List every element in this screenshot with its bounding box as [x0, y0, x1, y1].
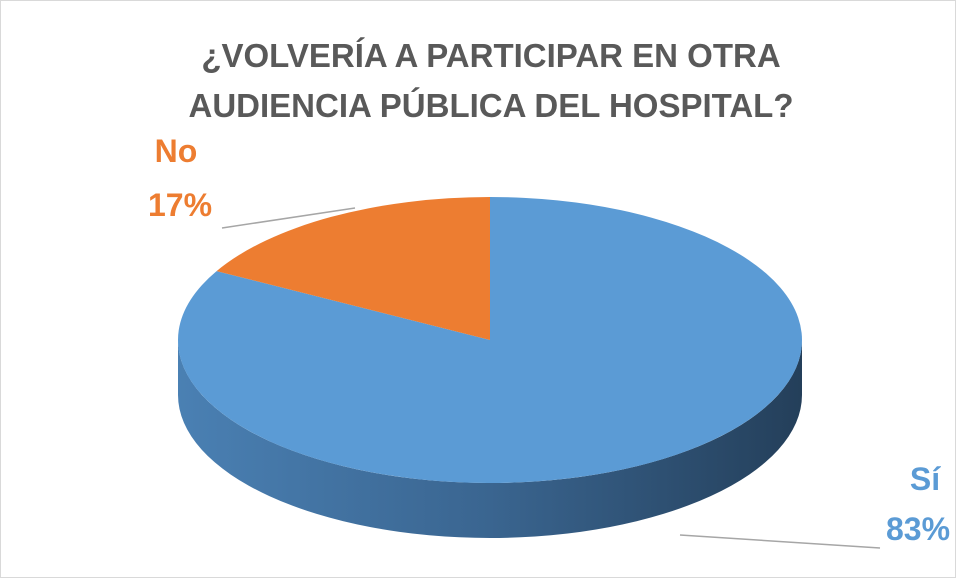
pie-side — [178, 340, 802, 538]
pie-slice — [177, 197, 802, 483]
leader-line — [221, 207, 356, 229]
leader-line — [679, 534, 881, 549]
value-label: 17% — [148, 187, 212, 223]
chart-title: ¿VOLVERÍA A PARTICIPAR EN OTRA AUDIENCIA… — [188, 37, 794, 124]
category-label: No — [155, 133, 198, 169]
category-label: Sí — [910, 461, 941, 497]
value-label: 83% — [886, 511, 950, 547]
pie-slice — [216, 197, 490, 340]
